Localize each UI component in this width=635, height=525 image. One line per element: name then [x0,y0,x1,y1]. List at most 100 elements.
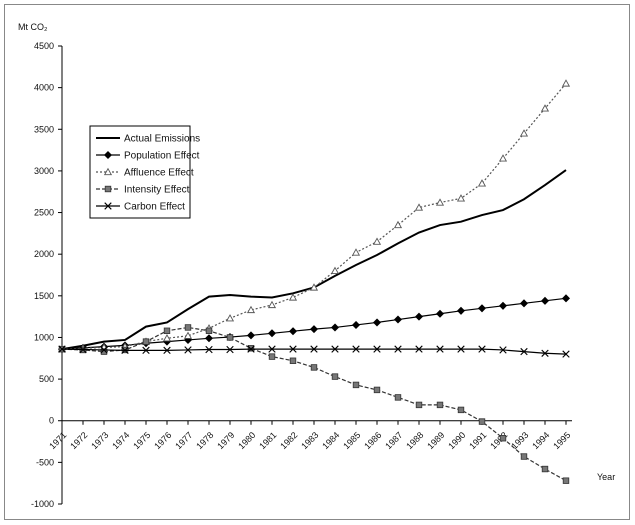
data-point-affluence-effect [393,220,403,229]
data-point-affluence-effect [435,198,445,206]
data-point-affluence-effect [561,79,571,87]
y-axis-label: Mt CO₂ [18,22,48,32]
legend-label-population-effect: Population Effect [124,151,200,162]
data-point-carbon-effect [247,345,255,353]
data-point-population-effect [519,299,529,308]
data-point-affluence-effect [267,300,277,309]
data-point-intensity-effect [184,324,192,331]
x-tick-label: 1973 [89,430,110,451]
data-point-affluence-effect [519,129,529,137]
data-point-carbon-effect [436,345,444,353]
data-point-intensity-effect [205,327,213,334]
data-point-carbon-effect [163,346,171,355]
y-tick-label: 2500 [34,208,54,218]
data-point-intensity-effect [142,338,150,345]
x-tick-label: 1978 [194,430,215,451]
legend-label-carbon-effect: Carbon Effect [124,202,185,213]
x-tick-label: 1987 [383,430,404,451]
data-point-intensity-effect [310,364,318,371]
data-point-carbon-effect [184,346,192,354]
data-point-affluence-effect [288,293,298,301]
data-point-intensity-effect [415,401,423,409]
data-point-affluence-effect [540,104,550,112]
x-tick-label: 1972 [68,430,89,451]
y-tick-label: 1000 [34,332,54,342]
data-point-carbon-effect [331,345,339,353]
data-point-population-effect [204,334,214,343]
y-tick-label: -500 [36,457,54,467]
data-point-population-effect [330,323,340,332]
x-tick-label: 1975 [131,430,152,451]
y-tick-label: 1500 [34,291,54,301]
series-carbon-effect [58,345,570,358]
data-point-carbon-effect [310,345,318,353]
data-point-intensity-effect [541,465,549,473]
data-point-population-effect [309,325,319,334]
x-tick-label: 1995 [551,430,572,451]
x-tick-label: 1992 [488,430,509,451]
data-point-carbon-effect [394,345,402,353]
data-point-carbon-effect [457,345,465,353]
legend-marker-affluence-effect [103,167,113,176]
data-point-affluence-effect [456,194,466,202]
x-tick-label: 1994 [530,430,551,451]
x-tick-label: 1986 [362,430,383,451]
x-tick-label: 1988 [404,430,425,451]
data-point-population-effect [414,312,424,321]
x-tick-label: 1977 [173,430,194,451]
data-point-affluence-effect [225,314,235,322]
data-point-intensity-effect [163,327,171,334]
data-point-intensity-effect [352,381,360,389]
data-point-carbon-effect [541,349,549,357]
data-point-carbon-effect [142,346,150,355]
y-tick-label: 4000 [34,83,54,93]
x-tick-label: 1980 [236,430,257,451]
data-point-population-effect [540,296,550,305]
x-tick-label: 1985 [341,430,362,451]
data-point-carbon-effect [478,345,486,353]
data-point-population-effect [477,304,487,313]
data-point-carbon-effect [268,345,276,353]
data-point-population-effect [372,318,382,327]
x-tick-label: 1984 [320,430,341,451]
y-tick-label: 500 [39,374,54,384]
data-point-affluence-effect [309,283,319,291]
legend-label-intensity-effect: Intensity Effect [124,185,190,196]
data-point-intensity-effect [331,373,339,380]
data-point-affluence-effect [498,154,508,162]
x-tick-label: 1974 [110,430,131,451]
data-point-intensity-effect [394,394,402,401]
data-point-affluence-effect [372,237,382,245]
data-point-population-effect [561,294,571,303]
x-tick-label: 1989 [425,430,446,451]
legend-marker-carbon-effect [104,202,112,210]
data-point-intensity-effect [247,345,255,352]
data-point-affluence-effect [414,203,424,211]
data-point-intensity-effect [562,477,570,484]
chart-frame [4,4,630,520]
data-point-intensity-effect [100,348,108,355]
data-point-carbon-effect [205,345,213,354]
data-point-affluence-effect [246,305,256,314]
data-point-carbon-effect [289,345,297,353]
series-group [57,79,571,484]
data-point-carbon-effect [373,345,381,353]
data-point-carbon-effect [562,350,570,358]
y-tick-label: 0 [49,416,54,426]
legend-marker-intensity-effect [104,185,112,193]
x-tick-label: 1982 [278,430,299,451]
y-tick-label: 2000 [34,249,54,259]
legend-marker-population-effect [103,150,113,160]
data-point-population-effect [393,315,403,324]
data-point-carbon-effect [121,346,129,355]
x-axis-label: Year [597,472,615,482]
data-point-population-effect [288,327,298,336]
y-tick-label: 4500 [34,41,54,51]
data-point-intensity-effect [520,453,528,460]
data-point-intensity-effect [436,401,444,409]
data-point-population-effect [351,320,361,329]
data-point-intensity-effect [226,334,234,341]
x-tick-labels: 1971 1972 1973 1974 1975 1976 1977 1978 1979 1980… [47,430,572,451]
x-tick-label: 1976 [152,430,173,451]
x-tick-label: 1983 [299,430,320,451]
